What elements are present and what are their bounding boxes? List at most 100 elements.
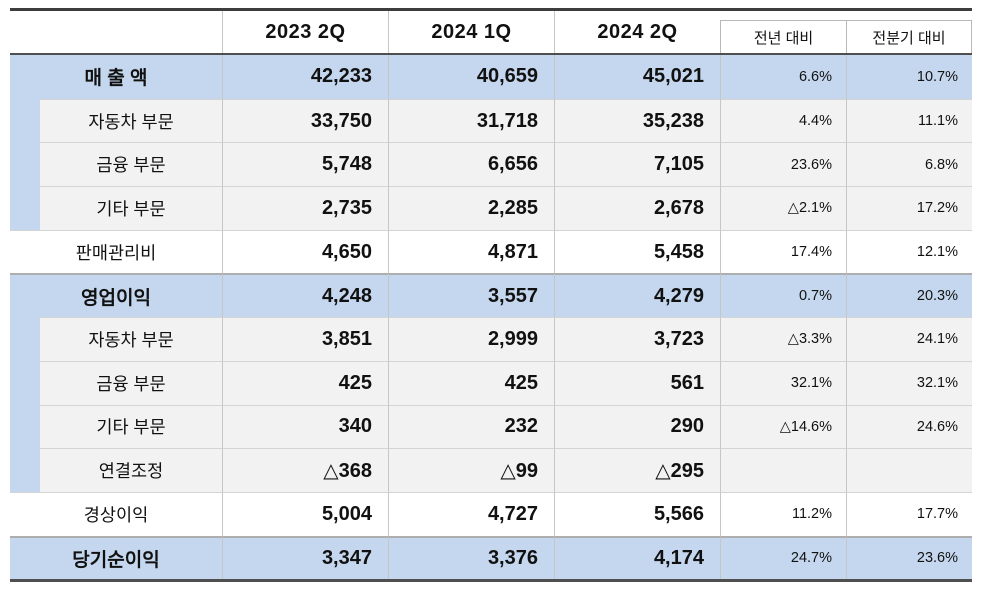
value-2024-2q: 5,566	[554, 491, 720, 536]
value-yoy: △14.6%	[720, 404, 846, 449]
value-yoy	[720, 448, 846, 492]
row-label: 영업이익	[10, 273, 222, 318]
value-qoq: 17.2%	[846, 186, 972, 230]
group-stripe	[10, 142, 40, 187]
header-qoq-cell: 전분기 대비	[846, 11, 972, 53]
header-spacer-cell	[10, 11, 222, 53]
value-qoq: 6.8%	[846, 142, 972, 187]
value-2024-2q: 35,238	[554, 98, 720, 143]
value-qoq: 24.6%	[846, 404, 972, 449]
value-2023-2q: 4,650	[222, 229, 388, 274]
value-qoq: 10.7%	[846, 55, 972, 99]
value-2023-2q: 5,004	[222, 491, 388, 536]
group-stripe	[10, 448, 40, 492]
table-row-auto-division: 자동차 부문 33,750 31,718 35,238 4.4% 11.1%	[10, 98, 972, 143]
value-qoq	[846, 448, 972, 492]
table-row-finance-division: 금융 부문 425 425 561 32.1% 32.1%	[10, 360, 972, 405]
value-2024-1q: 425	[388, 360, 554, 405]
value-qoq: 20.3%	[846, 273, 972, 318]
earnings-table: 2023 2Q 2024 1Q 2024 2Q 전년 대비 전분기 대비 매 출…	[10, 8, 972, 583]
value-2024-1q: 6,656	[388, 142, 554, 187]
row-label: 경상이익	[10, 491, 222, 536]
value-yoy: 4.4%	[720, 98, 846, 143]
group-stripe	[10, 317, 40, 361]
row-label: 판매관리비	[10, 229, 222, 274]
value-2024-1q: 2,999	[388, 317, 554, 361]
value-2023-2q: 42,233	[222, 55, 388, 99]
table-row-other-division: 기타 부문 340 232 290 △14.6% 24.6%	[10, 404, 972, 449]
value-2023-2q: 3,851	[222, 317, 388, 361]
table-row-net-income: 당기순이익 3,347 3,376 4,174 24.7% 23.6%	[10, 535, 972, 580]
value-2024-1q: 4,871	[388, 229, 554, 274]
row-label: 금융 부문	[40, 360, 222, 405]
value-2024-2q: 3,723	[554, 317, 720, 361]
value-2024-2q: 7,105	[554, 142, 720, 187]
value-2024-1q: 3,557	[388, 273, 554, 318]
value-qoq: 17.7%	[846, 491, 972, 536]
value-yoy: △3.3%	[720, 317, 846, 361]
value-2023-2q: 4,248	[222, 273, 388, 318]
value-2024-2q: 5,458	[554, 229, 720, 274]
row-label: 기타 부문	[40, 186, 222, 230]
group-stripe	[10, 360, 40, 405]
value-2024-1q: 4,727	[388, 491, 554, 536]
value-2024-2q: 4,279	[554, 273, 720, 318]
row-label: 당기순이익	[10, 535, 222, 580]
value-2024-2q: 290	[554, 404, 720, 449]
group-stripe	[10, 98, 40, 143]
value-qoq: 11.1%	[846, 98, 972, 143]
value-2023-2q: 33,750	[222, 98, 388, 143]
value-yoy: 0.7%	[720, 273, 846, 318]
header-yoy-cell: 전년 대비	[720, 11, 846, 53]
value-2023-2q: 425	[222, 360, 388, 405]
value-2024-2q: 4,174	[554, 535, 720, 580]
value-2024-1q: 40,659	[388, 55, 554, 99]
header-2024-1q: 2024 1Q	[388, 11, 554, 53]
value-2023-2q: 5,748	[222, 142, 388, 187]
row-label: 자동차 부문	[40, 317, 222, 361]
value-2024-2q: △295	[554, 448, 720, 492]
header-2024-2q: 2024 2Q	[554, 11, 720, 53]
value-2024-1q: △99	[388, 448, 554, 492]
value-yoy: 23.6%	[720, 142, 846, 187]
value-2024-2q: 2,678	[554, 186, 720, 230]
table-row-revenue: 매 출 액 42,233 40,659 45,021 6.6% 10.7%	[10, 55, 972, 99]
row-label: 자동차 부문	[40, 98, 222, 143]
value-qoq: 24.1%	[846, 317, 972, 361]
value-2024-2q: 561	[554, 360, 720, 405]
value-2024-2q: 45,021	[554, 55, 720, 99]
value-qoq: 12.1%	[846, 229, 972, 274]
value-yoy: 32.1%	[720, 360, 846, 405]
value-yoy: 11.2%	[720, 491, 846, 536]
value-yoy: 24.7%	[720, 535, 846, 580]
table-row-sganda: 판매관리비 4,650 4,871 5,458 17.4% 12.1%	[10, 229, 972, 274]
table-row-auto-division: 자동차 부문 3,851 2,999 3,723 △3.3% 24.1%	[10, 317, 972, 361]
value-2023-2q: 340	[222, 404, 388, 449]
table-row-consolidation-adjustment: 연결조정 △368 △99 △295	[10, 448, 972, 492]
value-2023-2q: 3,347	[222, 535, 388, 580]
value-2023-2q: △368	[222, 448, 388, 492]
value-2023-2q: 2,735	[222, 186, 388, 230]
table-header-row: 2023 2Q 2024 1Q 2024 2Q 전년 대비 전분기 대비	[10, 11, 972, 55]
value-yoy: 6.6%	[720, 55, 846, 99]
header-yoy-label: 전년 대비	[720, 20, 846, 53]
value-yoy: 17.4%	[720, 229, 846, 274]
row-label: 연결조정	[40, 448, 222, 492]
row-label: 금융 부문	[40, 142, 222, 187]
header-qoq-label: 전분기 대비	[846, 20, 972, 53]
table-row-ordinary-profit: 경상이익 5,004 4,727 5,566 11.2% 17.7%	[10, 491, 972, 536]
value-2024-1q: 3,376	[388, 535, 554, 580]
table-row-other-division: 기타 부문 2,735 2,285 2,678 △2.1% 17.2%	[10, 186, 972, 230]
row-label: 기타 부문	[40, 404, 222, 449]
group-stripe	[10, 404, 40, 449]
value-yoy: △2.1%	[720, 186, 846, 230]
value-2024-1q: 2,285	[388, 186, 554, 230]
value-2024-1q: 232	[388, 404, 554, 449]
value-2024-1q: 31,718	[388, 98, 554, 143]
table-row-finance-division: 금융 부문 5,748 6,656 7,105 23.6% 6.8%	[10, 142, 972, 187]
table-row-operating-profit: 영업이익 4,248 3,557 4,279 0.7% 20.3%	[10, 273, 972, 318]
value-qoq: 23.6%	[846, 535, 972, 580]
row-label: 매 출 액	[10, 55, 222, 99]
group-stripe	[10, 186, 40, 230]
value-qoq: 32.1%	[846, 360, 972, 405]
